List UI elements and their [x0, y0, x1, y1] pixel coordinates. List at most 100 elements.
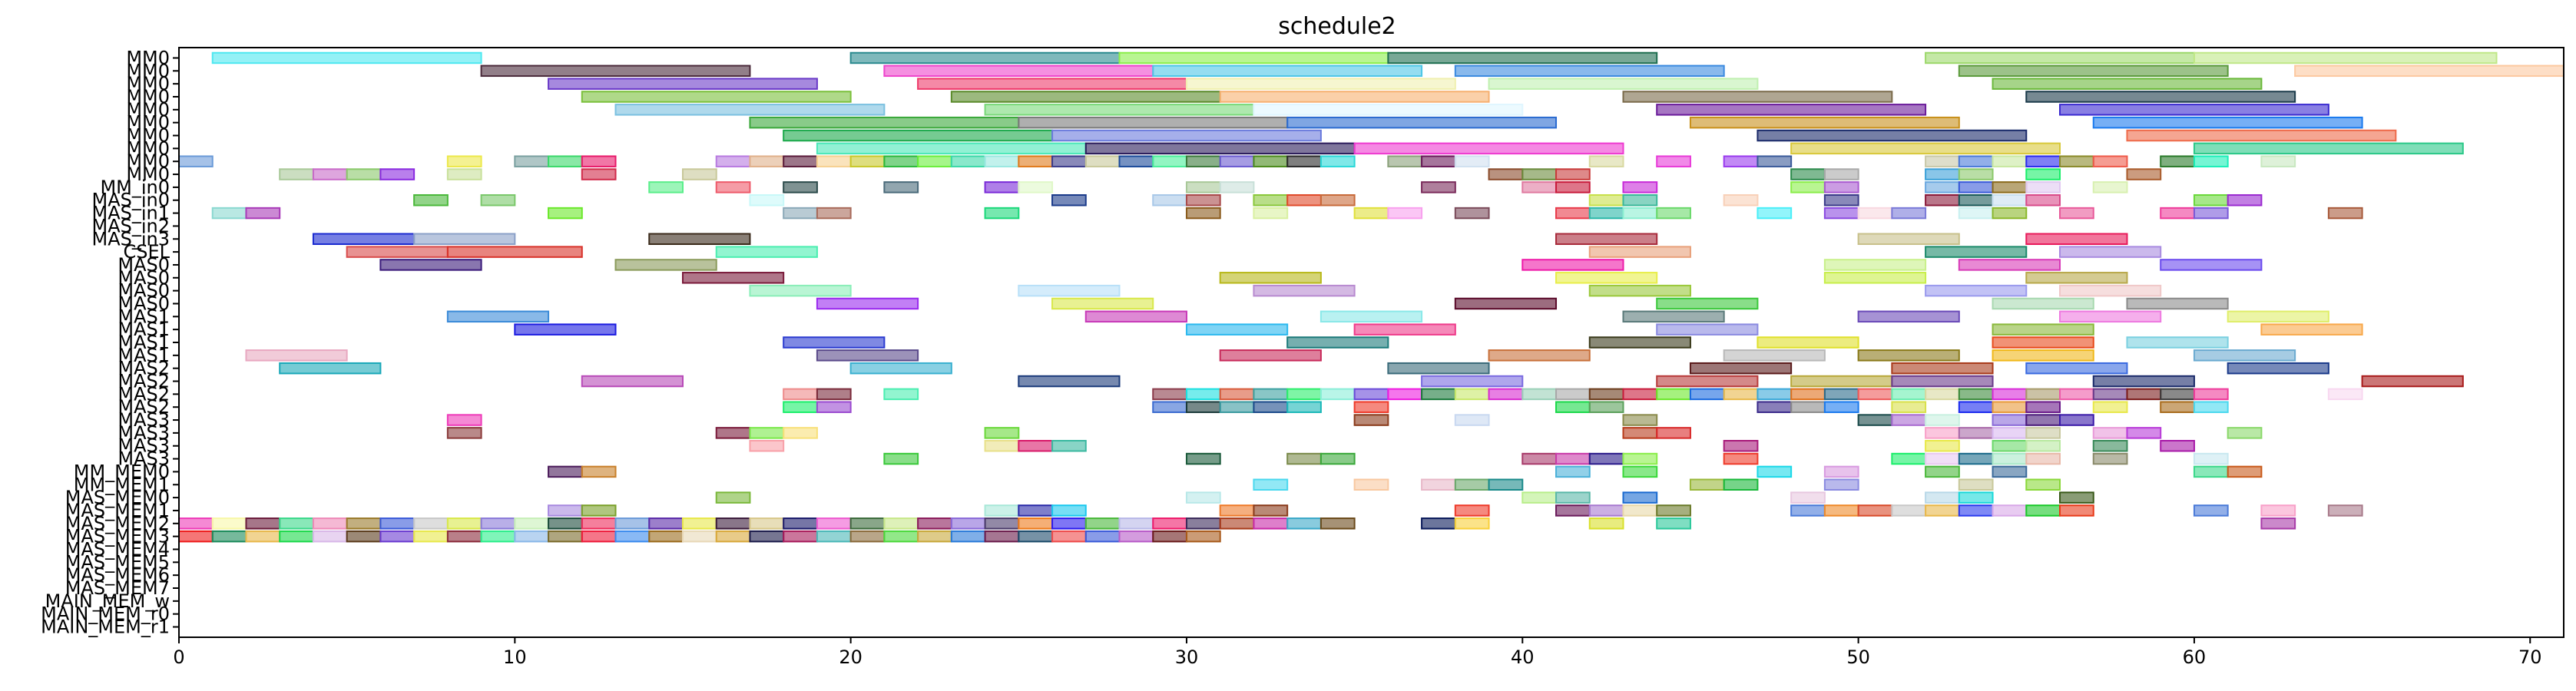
- task-bar: [1353, 388, 1389, 401]
- task-bar: [749, 284, 852, 297]
- task-bar: [2025, 414, 2061, 426]
- task-bar: [1925, 414, 1960, 426]
- task-bar: [1454, 64, 1725, 78]
- task-bar: [1521, 168, 1558, 180]
- task-bar: [1253, 104, 1524, 116]
- task-bar: [413, 530, 449, 543]
- task-bar: [1286, 155, 1322, 167]
- task-bar: [1018, 530, 1054, 543]
- task-bar: [1588, 155, 1624, 167]
- task-bar: [581, 517, 617, 530]
- task-bar: [783, 388, 818, 401]
- task-bar: [2126, 297, 2229, 310]
- task-bar: [446, 168, 482, 180]
- task-bar: [245, 517, 281, 530]
- task-bar: [1185, 78, 1456, 90]
- task-bar: [2025, 272, 2128, 284]
- task-bar: [783, 336, 886, 349]
- task-bar: [1723, 452, 1759, 465]
- y-tick-label: MAS_MEM4: [65, 538, 170, 560]
- task-bar: [1823, 272, 1927, 284]
- y-tick-label: MM_MEM1: [74, 474, 170, 495]
- task-bar: [1454, 517, 1490, 530]
- task-bar: [2160, 207, 2195, 220]
- task-bar: [1925, 388, 1960, 401]
- task-bar: [1958, 452, 1994, 465]
- task-bar: [917, 530, 952, 543]
- task-bar: [1757, 388, 1793, 401]
- task-bar: [346, 246, 449, 258]
- task-bar: [883, 530, 919, 543]
- task-bar: [1152, 530, 1187, 543]
- task-bar: [1925, 491, 1960, 504]
- task-bar: [1992, 427, 2028, 439]
- task-bar: [1084, 517, 1121, 530]
- task-bar: [984, 207, 1020, 220]
- task-bar: [2059, 388, 2094, 401]
- task-bar: [2059, 104, 2329, 116]
- task-bar: [1723, 440, 1759, 452]
- task-bar: [2059, 310, 2162, 323]
- task-bar: [548, 517, 583, 530]
- task-bar: [1353, 207, 1389, 220]
- task-bar: [2126, 388, 2162, 401]
- task-bar: [2126, 129, 2397, 142]
- task-bar: [816, 349, 919, 362]
- y-tick-label: MAS_MEM1: [65, 500, 170, 521]
- task-bar: [849, 155, 886, 167]
- chart-title: schedule2: [1278, 13, 1396, 40]
- task-bar: [984, 517, 1020, 530]
- task-bar: [211, 517, 247, 530]
- task-bar: [1018, 440, 1054, 452]
- task-bar: [1051, 530, 1087, 543]
- task-bar: [1958, 64, 2229, 78]
- task-bar: [1823, 207, 1859, 220]
- task-bar: [1219, 91, 1490, 103]
- y-tick-label: MM0: [126, 86, 170, 107]
- task-bar: [1757, 155, 1793, 167]
- task-bar: [1118, 155, 1154, 167]
- y-tick-label: MAIN_MEM_w: [45, 590, 170, 612]
- task-bar: [1689, 388, 1725, 401]
- task-bar: [2025, 233, 2128, 245]
- x-axis: 0 10 20 30 40 50 60 70: [173, 637, 2542, 668]
- task-bar: [1790, 504, 1826, 517]
- task-bar: [1992, 414, 2028, 426]
- task-bar: [783, 129, 1054, 142]
- task-bar: [1992, 155, 2028, 167]
- task-bar: [1689, 478, 1725, 491]
- task-bar: [2092, 440, 2128, 452]
- task-bar: [984, 530, 1020, 543]
- task-bar: [1622, 181, 1658, 193]
- task-bar: [1555, 181, 1591, 193]
- y-tick-label: MM0: [126, 73, 170, 94]
- task-bar: [715, 246, 818, 258]
- task-bar: [984, 427, 1020, 439]
- task-bar: [1790, 375, 1893, 388]
- task-bar: [681, 168, 717, 180]
- task-bar: [514, 517, 550, 530]
- task-bar: [715, 530, 751, 543]
- task-bar: [1185, 207, 1221, 220]
- task-bar: [715, 491, 751, 504]
- task-bar: [749, 155, 785, 167]
- task-bar: [1488, 168, 1524, 180]
- y-tick-label: MAS3: [118, 435, 170, 457]
- task-bar: [883, 155, 919, 167]
- task-bar: [1555, 388, 1591, 401]
- task-bar: [1185, 452, 1221, 465]
- task-bar: [1219, 155, 1255, 167]
- task-bar: [2227, 465, 2263, 478]
- task-bar: [2361, 375, 2464, 388]
- task-bar: [1891, 375, 1994, 388]
- task-bar: [1622, 504, 1658, 517]
- task-bar: [2059, 246, 2162, 258]
- task-bar: [1286, 452, 1322, 465]
- task-bar: [2092, 427, 2128, 439]
- task-bar: [1958, 427, 1994, 439]
- task-bar: [1051, 129, 1322, 142]
- task-bar: [2260, 517, 2296, 530]
- y-tick-label: MAS0: [118, 254, 170, 276]
- task-bar: [883, 388, 919, 401]
